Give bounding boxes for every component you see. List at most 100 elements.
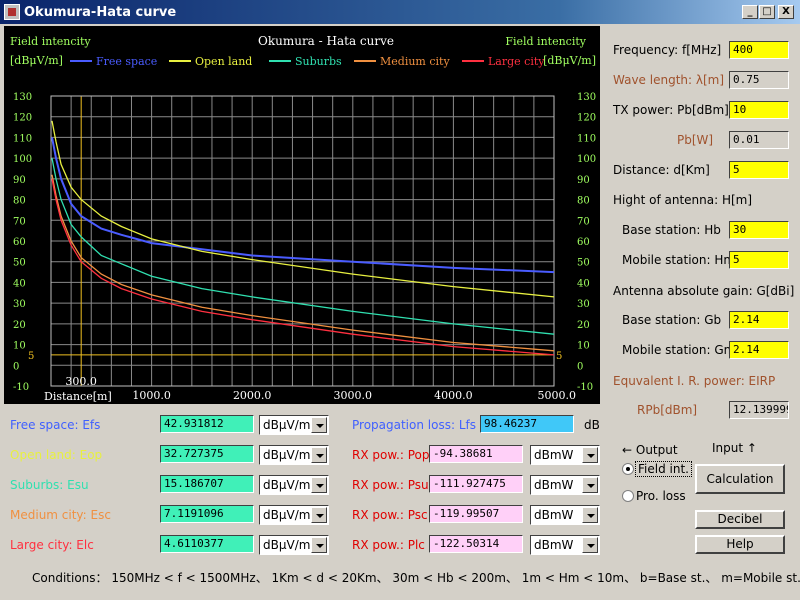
legend-entry: Free space	[96, 55, 157, 68]
y-tick-label-right: 70	[577, 216, 590, 227]
y-tick-label-right: 0	[577, 361, 583, 372]
x-tick-label: 4000.0	[434, 389, 473, 402]
x-tick-label: 300.0	[65, 375, 97, 388]
esu-value: 15.186707	[160, 475, 254, 493]
y-tick-label-left: 130	[13, 92, 32, 103]
left-axis-label-1: Field intencity	[10, 35, 91, 48]
hm-input[interactable]: 5	[729, 251, 789, 269]
right-axis-label-1: Field intencity	[505, 35, 586, 48]
window-title: Okumura-Hata curve	[24, 5, 177, 20]
esu-unit-select[interactable]: dBμV/m	[259, 475, 329, 495]
left-axis-label-2: [dBμV/m]	[10, 54, 63, 67]
plot-frame	[50, 95, 555, 387]
chevron-down-icon	[582, 447, 598, 463]
y-tick-label-left: 70	[13, 216, 26, 227]
tx-power-input[interactable]: 10	[729, 101, 789, 119]
field-int-radio[interactable]	[622, 463, 634, 475]
frequency-input[interactable]: 400	[729, 41, 789, 59]
series-line	[51, 178, 555, 356]
series-line	[51, 174, 555, 352]
pro-loss-radio[interactable]	[622, 490, 634, 502]
esu-label: Suburbs: Esu	[10, 478, 89, 492]
chart-legend: Free space Open land Suburbs Medium city Lar…	[70, 55, 545, 68]
legend-entry: Medium city	[380, 55, 450, 68]
gm-input[interactable]: 2.14	[729, 341, 789, 359]
elc-label: Large city: Elc	[10, 538, 94, 552]
chart-title: Okumura - Hata curve	[258, 34, 394, 48]
eop-label: Open land: Eop	[10, 448, 103, 462]
decibel-button[interactable]: Decibel	[695, 510, 785, 529]
lfs-value: 98.46237	[480, 415, 574, 433]
psu-unit: dBmW	[534, 478, 574, 492]
rpb-label: RPb[dBm]	[637, 403, 698, 417]
efs-label: Free space: Efs	[10, 418, 101, 432]
eop-unit: dBμV/m	[263, 448, 311, 462]
psu-value: -111.927475	[429, 475, 523, 493]
elc-value: 4.6110377	[160, 535, 254, 553]
tx-power-label: TX power: Pb[dBm]	[613, 103, 729, 117]
distance-input[interactable]: 5	[729, 161, 789, 179]
y-tick-label-right: 80	[577, 196, 590, 207]
pop-unit-select[interactable]: dBmW	[530, 445, 600, 465]
efs-unit-select[interactable]: dBμV/m	[259, 415, 329, 435]
gb-input[interactable]: 2.14	[729, 311, 789, 329]
esu-unit: dBμV/m	[263, 478, 311, 492]
maximize-button[interactable]: □	[759, 5, 775, 19]
esc-unit-select[interactable]: dBμV/m	[259, 505, 329, 525]
series-line	[51, 137, 555, 274]
level-marker-label-right: 5	[556, 351, 562, 362]
elc-unit-select[interactable]: dBμV/m	[259, 535, 329, 555]
output-label: ← Output	[622, 443, 678, 457]
efs-unit: dBμV/m	[263, 418, 311, 432]
y-tick-label-left: 40	[13, 278, 26, 289]
level-marker-label-left: 5	[28, 351, 34, 362]
psu-label: RX pow.: Psu	[352, 478, 429, 492]
y-tick-label-right: 50	[577, 258, 590, 269]
pro-loss-label[interactable]: Pro. loss	[636, 489, 686, 503]
pb-watt-label: Pb[W]	[677, 133, 714, 147]
psc-value: -119.99507	[429, 505, 523, 523]
eop-value: 32.727375	[160, 445, 254, 463]
chart-grid	[50, 95, 555, 387]
chevron-down-icon	[582, 477, 598, 493]
esc-unit: dBμV/m	[263, 508, 311, 522]
y-tick-label-left: 30	[13, 299, 26, 310]
efs-value: 42.931812	[160, 415, 254, 433]
rpb-value: 12.139999	[729, 401, 789, 419]
psc-unit-select[interactable]: dBmW	[530, 505, 600, 525]
gain-label: Antenna absolute gain: G[dBi]	[613, 284, 795, 298]
plc-value: -122.50314	[429, 535, 523, 553]
psu-unit-select[interactable]: dBmW	[530, 475, 600, 495]
plc-unit-select[interactable]: dBmW	[530, 535, 600, 555]
x-axis-label: Distance[m]	[44, 390, 112, 403]
lfs-unit: dB	[584, 418, 600, 432]
field-int-label[interactable]: Field int.	[635, 461, 692, 477]
y-tick-label-right: 90	[577, 175, 590, 186]
chevron-down-icon	[582, 537, 598, 553]
y-tick-label-right: 100	[577, 154, 596, 165]
wavelength-value: 0.75	[729, 71, 789, 89]
hb-input[interactable]: 30	[729, 221, 789, 239]
eop-unit-select[interactable]: dBμV/m	[259, 445, 329, 465]
y-tick-label-right: 60	[577, 237, 590, 248]
psc-unit: dBmW	[534, 508, 574, 522]
y-tick-label-left: 60	[13, 237, 26, 248]
calculation-button[interactable]: Calculation	[695, 464, 785, 494]
psc-label: RX pow.: Psc	[352, 508, 428, 522]
eirp-label: Equvalent I. R. power: EIRP	[613, 374, 776, 388]
esc-label: Medium city: Esc	[10, 508, 111, 522]
legend-entry: Large city	[488, 55, 545, 68]
y-tick-label-left: 0	[13, 361, 19, 372]
right-axis-label-2: [dBμV/m]	[543, 54, 596, 67]
minimize-button[interactable]: _	[742, 5, 758, 19]
hm-label: Mobile station: Hm	[622, 253, 736, 267]
app-icon	[4, 4, 20, 20]
gm-label: Mobile station: Gm	[622, 343, 736, 357]
y-tick-label-left: 10	[13, 341, 26, 352]
plc-unit: dBmW	[534, 538, 574, 552]
help-button[interactable]: Help	[695, 535, 785, 554]
y-tick-label-left: 50	[13, 258, 26, 269]
close-button[interactable]: X	[778, 5, 794, 19]
y-tick-label-left: 80	[13, 196, 26, 207]
